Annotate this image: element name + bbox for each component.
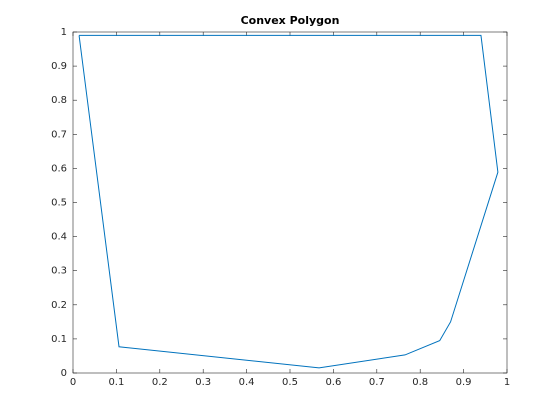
y-tick-label: 0 (61, 368, 67, 379)
y-tick-label: 0.9 (51, 61, 67, 72)
x-tick-label: 0.1 (108, 377, 124, 388)
chart-title: Convex Polygon (241, 14, 340, 27)
y-tick-label: 0.4 (51, 232, 67, 243)
x-tick-label: 0.5 (282, 377, 298, 388)
x-tick-label: 0.6 (325, 377, 341, 388)
plot-area (72, 31, 508, 374)
y-tick-label: 0.2 (51, 300, 67, 311)
x-tick-label: 0.8 (412, 377, 428, 388)
y-tick-label: 0.8 (51, 95, 67, 106)
line (78, 34, 499, 369)
x-tick-label: 0.7 (369, 377, 385, 388)
y-tick-label: 1 (61, 27, 67, 38)
y-tick-label: 0.7 (51, 129, 67, 140)
x-tick-label: 1 (504, 377, 510, 388)
y-tick-label: 0.5 (51, 198, 67, 209)
y-tick-label: 0.1 (51, 334, 67, 345)
x-tick-label: 0.2 (152, 377, 168, 388)
y-tick-label: 0.3 (51, 266, 67, 277)
x-tick-label: 0.9 (456, 377, 472, 388)
x-tick-label: 0 (70, 377, 76, 388)
x-tick-label: 0.4 (239, 377, 255, 388)
x-tick-label: 0.3 (195, 377, 211, 388)
y-tick-label: 0.6 (51, 163, 67, 174)
